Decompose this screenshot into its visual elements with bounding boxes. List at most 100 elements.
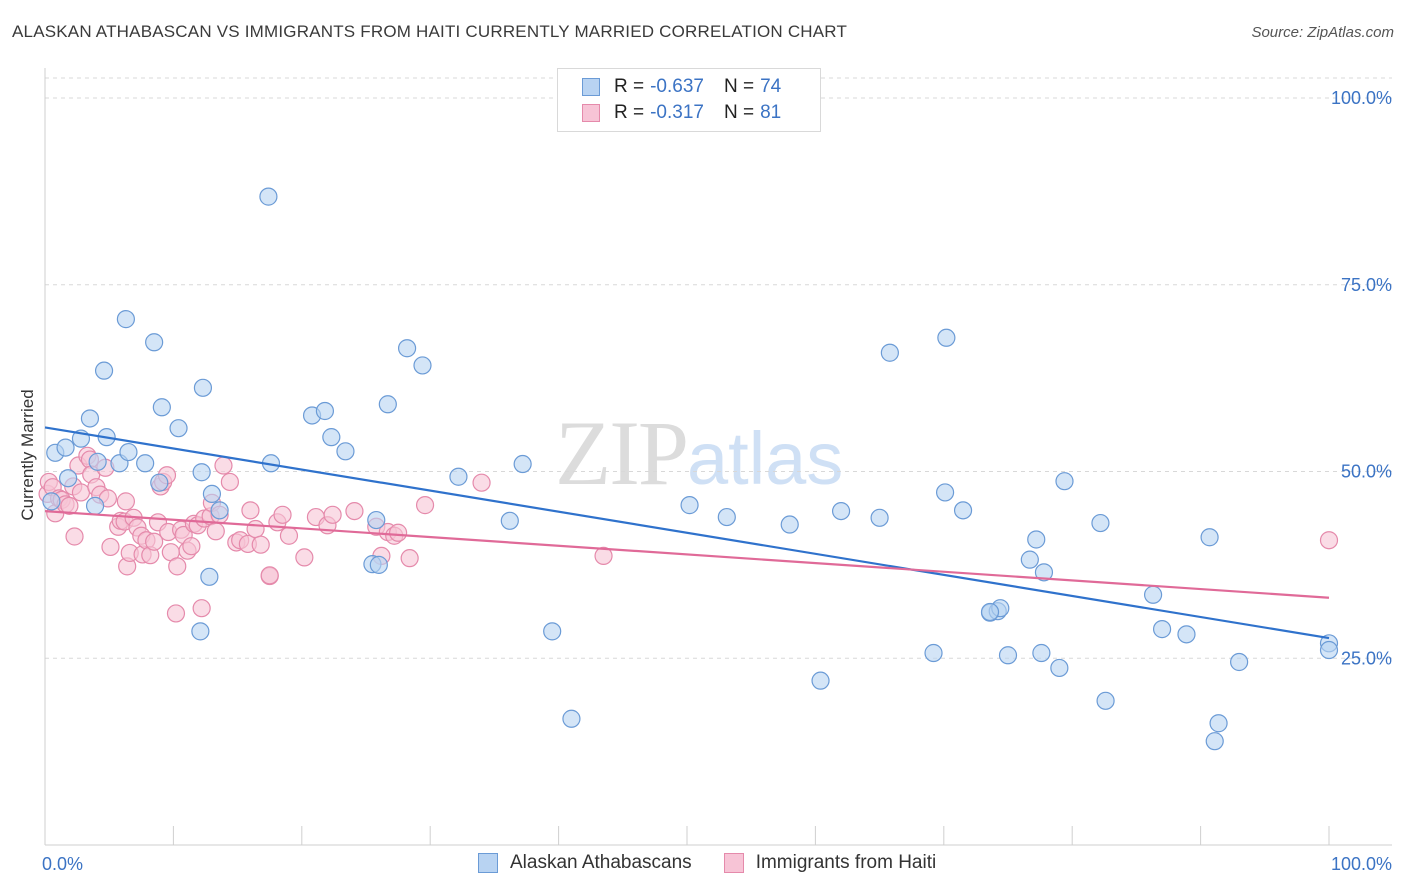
data-point-athabascan	[1055, 472, 1074, 491]
data-point-haiti	[273, 505, 292, 524]
y-tick-labels: 25.0% 50.0% 75.0% 100.0%	[1331, 88, 1392, 668]
data-point-haiti	[400, 549, 419, 568]
data-point-athabascan	[1205, 732, 1224, 751]
data-point-athabascan	[935, 483, 955, 502]
x-tick-label: 0.0%	[42, 854, 83, 874]
data-point-haiti	[251, 535, 270, 554]
legend-r-value: -0.637	[650, 76, 704, 97]
data-point-athabascan	[413, 356, 432, 375]
data-point-athabascan	[1020, 550, 1039, 569]
data-point-athabascan	[80, 409, 100, 428]
data-point-athabascan	[980, 602, 1000, 622]
legend-label-haiti: Immigrants from Haiti	[755, 852, 937, 873]
data-point-haiti	[116, 492, 135, 511]
data-point-athabascan	[336, 442, 355, 461]
legend-row-haiti: R = -0.317 N = 81	[582, 100, 781, 126]
series-immigrants-from-haiti	[38, 446, 1339, 623]
data-point-athabascan	[322, 428, 341, 447]
data-point-haiti	[182, 537, 201, 556]
legend-n-label: N =	[723, 76, 755, 97]
data-point-haiti	[260, 566, 279, 585]
legend-row-athabascan: R = -0.637 N = 74	[582, 74, 781, 100]
data-point-athabascan	[680, 496, 699, 515]
data-point-haiti	[472, 473, 491, 492]
data-point-athabascan	[831, 501, 851, 521]
legend-r-value: -0.317	[650, 102, 704, 123]
data-point-athabascan	[780, 515, 799, 534]
data-point-athabascan	[200, 567, 219, 586]
data-point-haiti	[323, 505, 342, 524]
data-point-athabascan	[119, 442, 138, 462]
data-point-haiti	[345, 501, 364, 521]
data-point-athabascan	[870, 508, 889, 527]
correlation-legend: R = -0.637 N = 74 R = -0.317 N = 81	[557, 68, 821, 132]
data-point-haiti	[60, 496, 79, 515]
data-point-athabascan	[449, 467, 468, 486]
data-point-haiti	[65, 527, 84, 546]
data-point-athabascan	[513, 454, 532, 474]
series-legend: Alaskan Athabascans Immigrants from Hait…	[478, 852, 968, 874]
axes	[44, 68, 1392, 846]
data-point-athabascan	[924, 643, 943, 663]
data-point-athabascan	[811, 671, 830, 690]
data-point-athabascan	[150, 473, 169, 492]
data-point-athabascan	[1200, 528, 1219, 547]
data-point-haiti	[295, 548, 314, 567]
data-point-haiti	[594, 546, 613, 566]
x-tick-labels: 0.0% 100.0%	[42, 854, 1392, 874]
data-point-athabascan	[116, 310, 135, 329]
legend-n-value: 81	[760, 102, 782, 123]
source-label: Source: ZipAtlas.com	[1251, 24, 1394, 41]
data-point-athabascan	[94, 361, 114, 380]
data-point-haiti	[214, 456, 233, 475]
legend-swatch-blue	[582, 78, 600, 96]
data-point-haiti	[279, 526, 299, 545]
data-point-haiti	[192, 599, 211, 618]
x-tick-label: 100.0%	[1331, 854, 1392, 874]
y-tick-label: 50.0%	[1341, 462, 1392, 482]
data-point-haiti	[101, 537, 120, 557]
trend-line-haiti	[44, 509, 1330, 599]
data-point-athabascan	[937, 328, 956, 347]
data-point-haiti	[145, 532, 164, 551]
data-point-athabascan	[192, 463, 211, 482]
data-point-athabascan	[500, 511, 519, 530]
data-point-athabascan	[1032, 643, 1051, 663]
legend-swatch-pink	[582, 104, 600, 122]
data-point-haiti	[220, 472, 239, 492]
chart-title: ALASKAN ATHABASCAN VS IMMIGRANTS FROM HA…	[12, 22, 848, 41]
data-point-athabascan	[152, 398, 171, 417]
data-point-haiti	[168, 557, 187, 576]
y-axis-title: Currently Married	[18, 389, 37, 520]
data-point-athabascan	[717, 507, 736, 527]
data-point-athabascan	[42, 492, 61, 511]
y-tick-label: 25.0%	[1341, 648, 1392, 668]
data-point-athabascan	[259, 187, 278, 206]
watermark-zip: ZIP	[555, 402, 689, 504]
legend-n-value: 74	[760, 76, 782, 97]
data-point-athabascan	[88, 452, 107, 471]
data-point-haiti	[206, 522, 225, 541]
data-point-athabascan	[1230, 652, 1249, 672]
data-point-haiti	[166, 604, 186, 623]
y-tick-label: 75.0%	[1341, 275, 1392, 295]
gridlines	[45, 77, 1392, 659]
data-point-athabascan	[1152, 620, 1172, 639]
data-point-athabascan	[1177, 625, 1196, 644]
legend-swatch-blue	[478, 853, 498, 873]
data-point-athabascan	[562, 709, 581, 728]
data-point-haiti	[389, 523, 408, 542]
data-point-haiti	[1319, 531, 1339, 550]
legend-item-haiti: Immigrants from Haiti	[723, 852, 937, 874]
data-point-athabascan	[191, 622, 210, 641]
data-point-athabascan	[169, 419, 188, 438]
watermark: ZIPatlas	[555, 400, 843, 506]
data-point-haiti	[246, 519, 265, 539]
data-point-athabascan	[315, 401, 335, 421]
data-point-athabascan	[1050, 658, 1069, 678]
legend-n-label: N =	[723, 102, 755, 123]
data-point-haiti	[71, 483, 91, 502]
data-point-athabascan	[1319, 640, 1339, 660]
data-point-athabascan	[367, 510, 386, 530]
data-point-athabascan	[85, 496, 105, 515]
